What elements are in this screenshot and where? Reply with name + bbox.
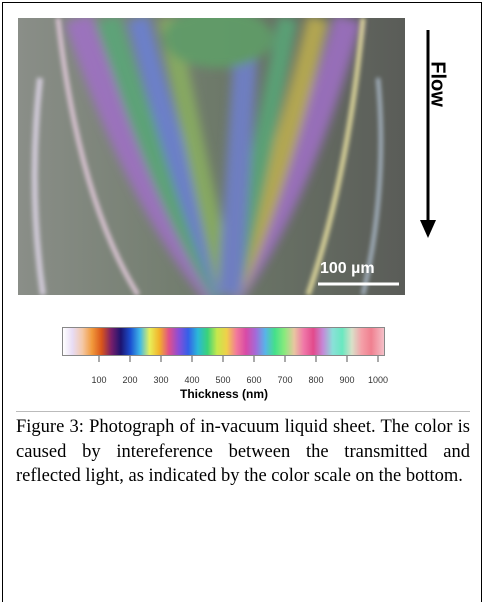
arrow-head [420,220,436,238]
tick-label: 800 [308,375,323,385]
tick-label: 100 [91,375,106,385]
flow-arrow: Flow [420,30,449,238]
tick-label: 600 [246,375,261,385]
flow-label: Flow [427,61,449,107]
tick-label: 700 [277,375,292,385]
caption: Figure 3: Photograph of in-vacuum liquid… [16,411,470,489]
color-scale-bar [62,327,385,356]
tick-label: 500 [215,375,230,385]
tick-label: 1000 [368,375,388,385]
tick-label: 400 [184,375,199,385]
color-scale-axis: 100 200 300 400 500 600 700 800 900 1000 Thicknes… [91,356,388,401]
scale-bar-label: 100 µm [320,260,375,277]
tick-label: 300 [153,375,168,385]
tick-label: 900 [339,375,354,385]
color-scale-axis-label: Thickness (nm) [180,387,268,401]
tick-label: 200 [122,375,137,385]
photograph: 100 µm [18,18,405,295]
